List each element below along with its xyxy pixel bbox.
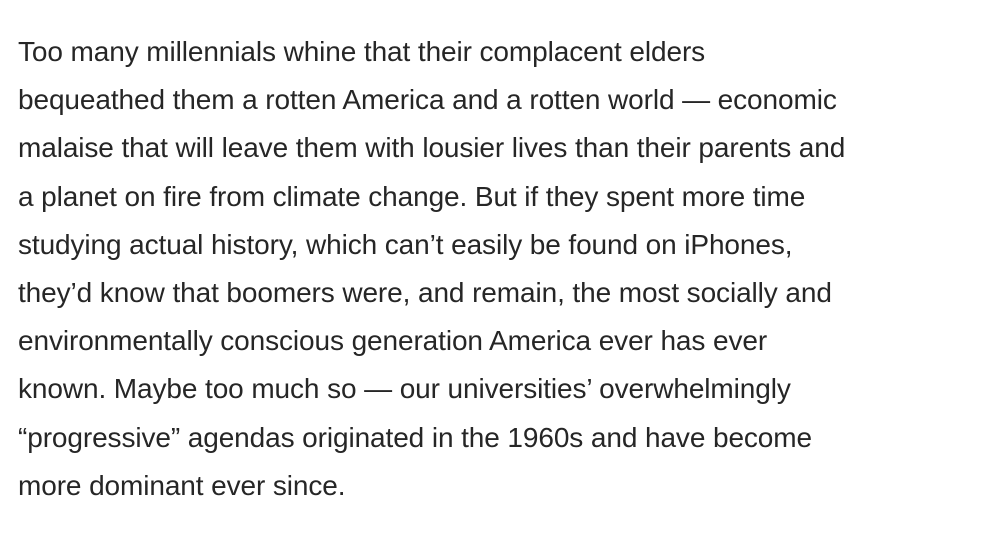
article-paragraph: Too many millennials whine that their co…: [18, 28, 978, 510]
paragraph-line: studying actual history, which can’t eas…: [18, 228, 793, 260]
paragraph-line: known. Maybe too much so — our universit…: [18, 373, 791, 405]
paragraph-line: bequeathed them a rotten America and a r…: [18, 84, 837, 116]
paragraph-line: more dominant ever since.: [18, 469, 346, 501]
paragraph-line: “progressive” agendas originated in the …: [18, 421, 812, 453]
paragraph-line: they’d know that boomers were, and remai…: [18, 277, 832, 309]
paragraph-line: a planet on fire from climate change. Bu…: [18, 180, 806, 212]
paragraph-line: Too many millennials whine that their co…: [18, 36, 706, 67]
paragraph-line: environmentally conscious generation Ame…: [18, 325, 768, 357]
paragraph-line: malaise that will leave them with lousie…: [18, 132, 846, 164]
